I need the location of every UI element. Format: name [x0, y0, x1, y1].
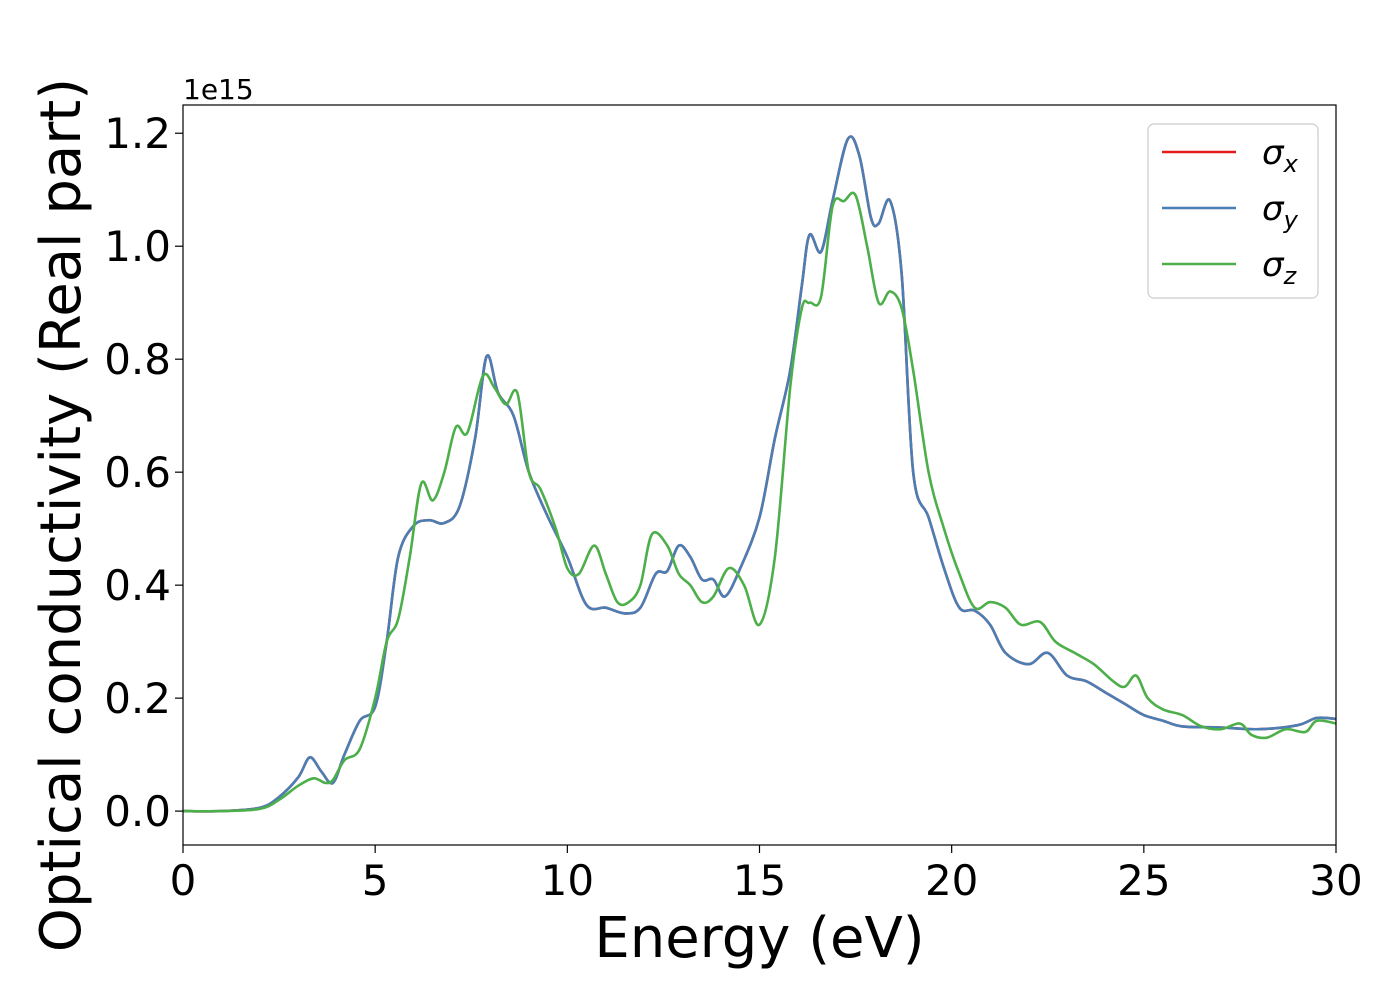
y-tick-label: 0.8 — [104, 335, 171, 384]
y-axis-ticks: 0.0 0.2 0.4 0.6 0.8 1.0 1.2 — [104, 109, 183, 836]
legend-box — [1147, 123, 1319, 299]
legend-label-z: σz — [1262, 245, 1298, 290]
x-tick-label: 15 — [733, 856, 786, 905]
series-layer — [183, 135, 1336, 813]
y-tick-label: 0.4 — [104, 561, 171, 610]
x-axis-title: Energy (eV) — [594, 906, 924, 971]
series-line-z — [183, 191, 1336, 813]
x-tick-label: 10 — [541, 856, 594, 905]
y-tick-label: 0.2 — [104, 674, 171, 723]
y-offset-text: 1e15 — [183, 73, 254, 106]
x-tick-label: 30 — [1309, 856, 1362, 905]
y-tick-label: 1.0 — [104, 222, 171, 271]
series-line-y — [183, 135, 1336, 813]
x-tick-label: 5 — [362, 856, 389, 905]
legend-label-y: σy — [1262, 189, 1299, 234]
y-axis-title: Optical conductivity (Real part) — [29, 78, 94, 952]
x-tick-label: 0 — [170, 856, 197, 905]
x-tick-label: 25 — [1117, 856, 1170, 905]
y-tick-label: 0.6 — [104, 448, 171, 497]
x-axis-ticks: 0 5 10 15 20 25 30 — [170, 845, 1363, 905]
y-tick-label: 0.0 — [104, 787, 171, 836]
legend: σx σy σz — [1147, 123, 1319, 299]
x-tick-label: 20 — [925, 856, 978, 905]
legend-label-x: σx — [1262, 133, 1299, 178]
y-tick-label: 1.2 — [104, 109, 171, 158]
